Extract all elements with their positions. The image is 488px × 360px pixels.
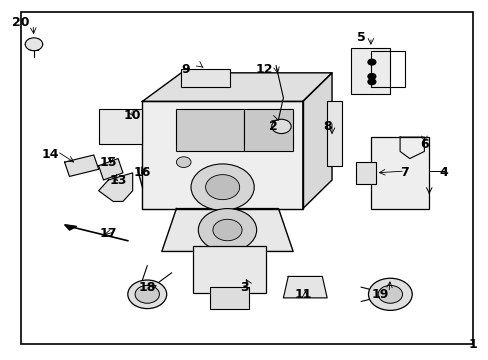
FancyBboxPatch shape <box>193 246 266 293</box>
Text: 14: 14 <box>41 148 59 162</box>
Text: 12: 12 <box>255 63 272 76</box>
Bar <box>176 109 244 152</box>
Text: 9: 9 <box>182 63 190 76</box>
Text: 7: 7 <box>400 166 408 179</box>
Circle shape <box>191 164 254 210</box>
Bar <box>351 48 389 94</box>
Text: 17: 17 <box>100 227 117 240</box>
Text: 10: 10 <box>123 109 141 122</box>
Bar <box>370 51 404 87</box>
Bar <box>356 162 375 184</box>
Text: 5: 5 <box>356 31 365 44</box>
Circle shape <box>176 157 191 167</box>
Text: 19: 19 <box>371 288 388 301</box>
Circle shape <box>205 175 239 200</box>
Polygon shape <box>283 276 326 298</box>
Text: 6: 6 <box>419 138 428 151</box>
Polygon shape <box>99 158 122 180</box>
Bar <box>99 109 142 144</box>
Text: 16: 16 <box>133 166 151 179</box>
Polygon shape <box>142 102 302 208</box>
FancyBboxPatch shape <box>181 69 229 87</box>
Text: 18: 18 <box>138 281 156 294</box>
Circle shape <box>377 285 402 303</box>
Circle shape <box>212 219 242 241</box>
Circle shape <box>25 38 42 51</box>
Polygon shape <box>162 208 292 251</box>
Polygon shape <box>399 137 424 158</box>
Text: 2: 2 <box>269 120 278 133</box>
Bar <box>210 287 249 309</box>
Polygon shape <box>99 173 132 202</box>
Text: 3: 3 <box>240 281 248 294</box>
Circle shape <box>135 285 159 303</box>
Circle shape <box>367 73 375 79</box>
Text: 13: 13 <box>109 174 126 186</box>
Circle shape <box>368 278 411 310</box>
Text: 20: 20 <box>12 16 30 29</box>
Polygon shape <box>302 73 331 208</box>
Text: 4: 4 <box>439 166 447 179</box>
Circle shape <box>367 59 375 65</box>
Polygon shape <box>64 225 77 230</box>
Circle shape <box>271 119 290 134</box>
Bar <box>326 102 341 166</box>
Text: 11: 11 <box>293 288 311 301</box>
Text: 1: 1 <box>468 338 476 351</box>
Text: 15: 15 <box>100 156 117 168</box>
Circle shape <box>367 79 375 85</box>
Text: 8: 8 <box>322 120 331 133</box>
Circle shape <box>127 280 166 309</box>
Bar <box>244 109 292 152</box>
Polygon shape <box>64 155 99 176</box>
Bar <box>370 137 428 208</box>
Polygon shape <box>142 73 331 102</box>
Circle shape <box>198 208 256 251</box>
